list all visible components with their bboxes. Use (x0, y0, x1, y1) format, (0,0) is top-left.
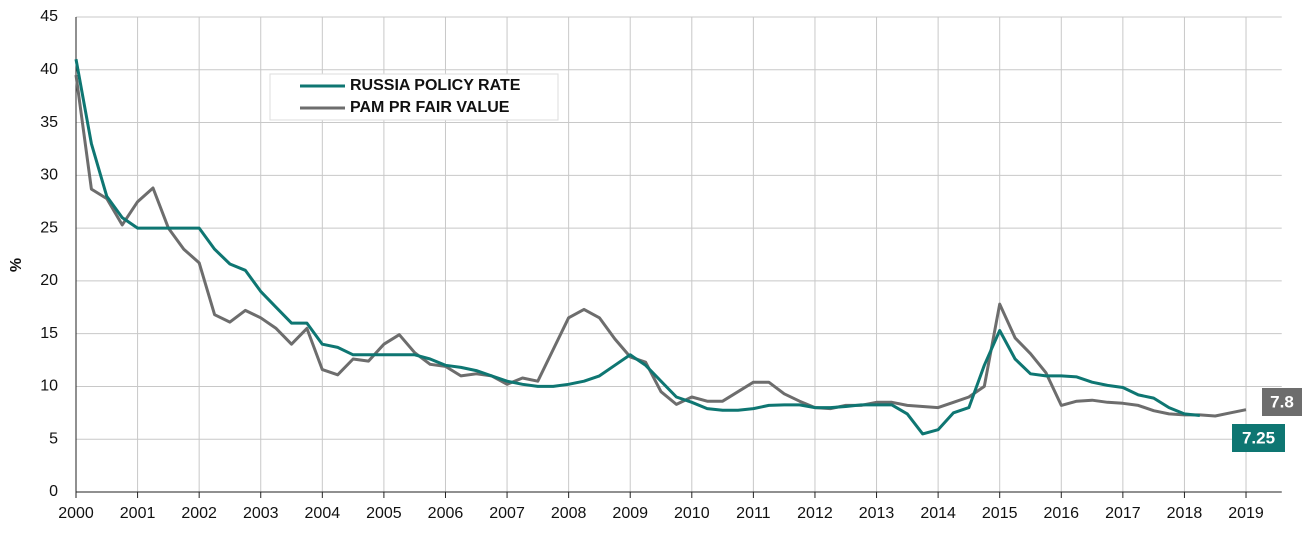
y-tick-label: 35 (40, 114, 58, 131)
legend-box (269, 73, 559, 121)
y-tick-label: 15 (40, 325, 58, 342)
x-tick-label: 2015 (982, 505, 1018, 522)
y-tick-label: 30 (40, 167, 58, 184)
x-tick-label: 2000 (58, 505, 94, 522)
x-tick-label: 2009 (612, 505, 648, 522)
legend: RUSSIA POLICY RATE PAM PR FAIR VALUE (269, 73, 559, 121)
x-tick-label: 2005 (366, 505, 402, 522)
x-tick-label: 2014 (920, 505, 956, 522)
end-label: 7.8 (1270, 392, 1294, 411)
y-tick-label: 40 (40, 61, 58, 78)
legend-label: PAM PR FAIR VALUE (350, 99, 510, 116)
x-tick-label: 2002 (181, 505, 217, 522)
x-tick-label: 2006 (428, 505, 464, 522)
end-label: 7.25 (1242, 428, 1275, 447)
y-tick-label: 10 (40, 378, 58, 395)
x-tick-label: 2017 (1105, 505, 1141, 522)
x-tick-label: 2010 (674, 505, 710, 522)
x-tick-label: 2003 (243, 505, 279, 522)
x-tick-label: 2011 (736, 505, 771, 522)
x-tick-label: 2007 (489, 505, 525, 522)
y-axis-label: % (8, 258, 25, 272)
x-tick-label: 2008 (551, 505, 587, 522)
y-tick-label: 0 (49, 483, 58, 500)
x-tick-label: 2001 (120, 505, 156, 522)
y-tick-label: 45 (40, 8, 58, 25)
x-tick-label: 2013 (859, 505, 895, 522)
x-tick-label: 2012 (797, 505, 833, 522)
x-tick-label: 2018 (1167, 505, 1203, 522)
y-tick-label: 25 (40, 219, 58, 236)
series-line (74, 74, 1247, 418)
series-line (74, 58, 1200, 436)
legend-label: RUSSIA POLICY RATE (350, 77, 521, 94)
x-tick-label: 2016 (1043, 505, 1079, 522)
end-label-box (1262, 388, 1302, 416)
x-tick-label: 2004 (305, 505, 341, 522)
y-tick-label: 5 (49, 430, 58, 447)
x-tick-label: 2019 (1228, 505, 1264, 522)
end-label-box (1232, 424, 1285, 452)
y-tick-label: 20 (40, 272, 58, 289)
